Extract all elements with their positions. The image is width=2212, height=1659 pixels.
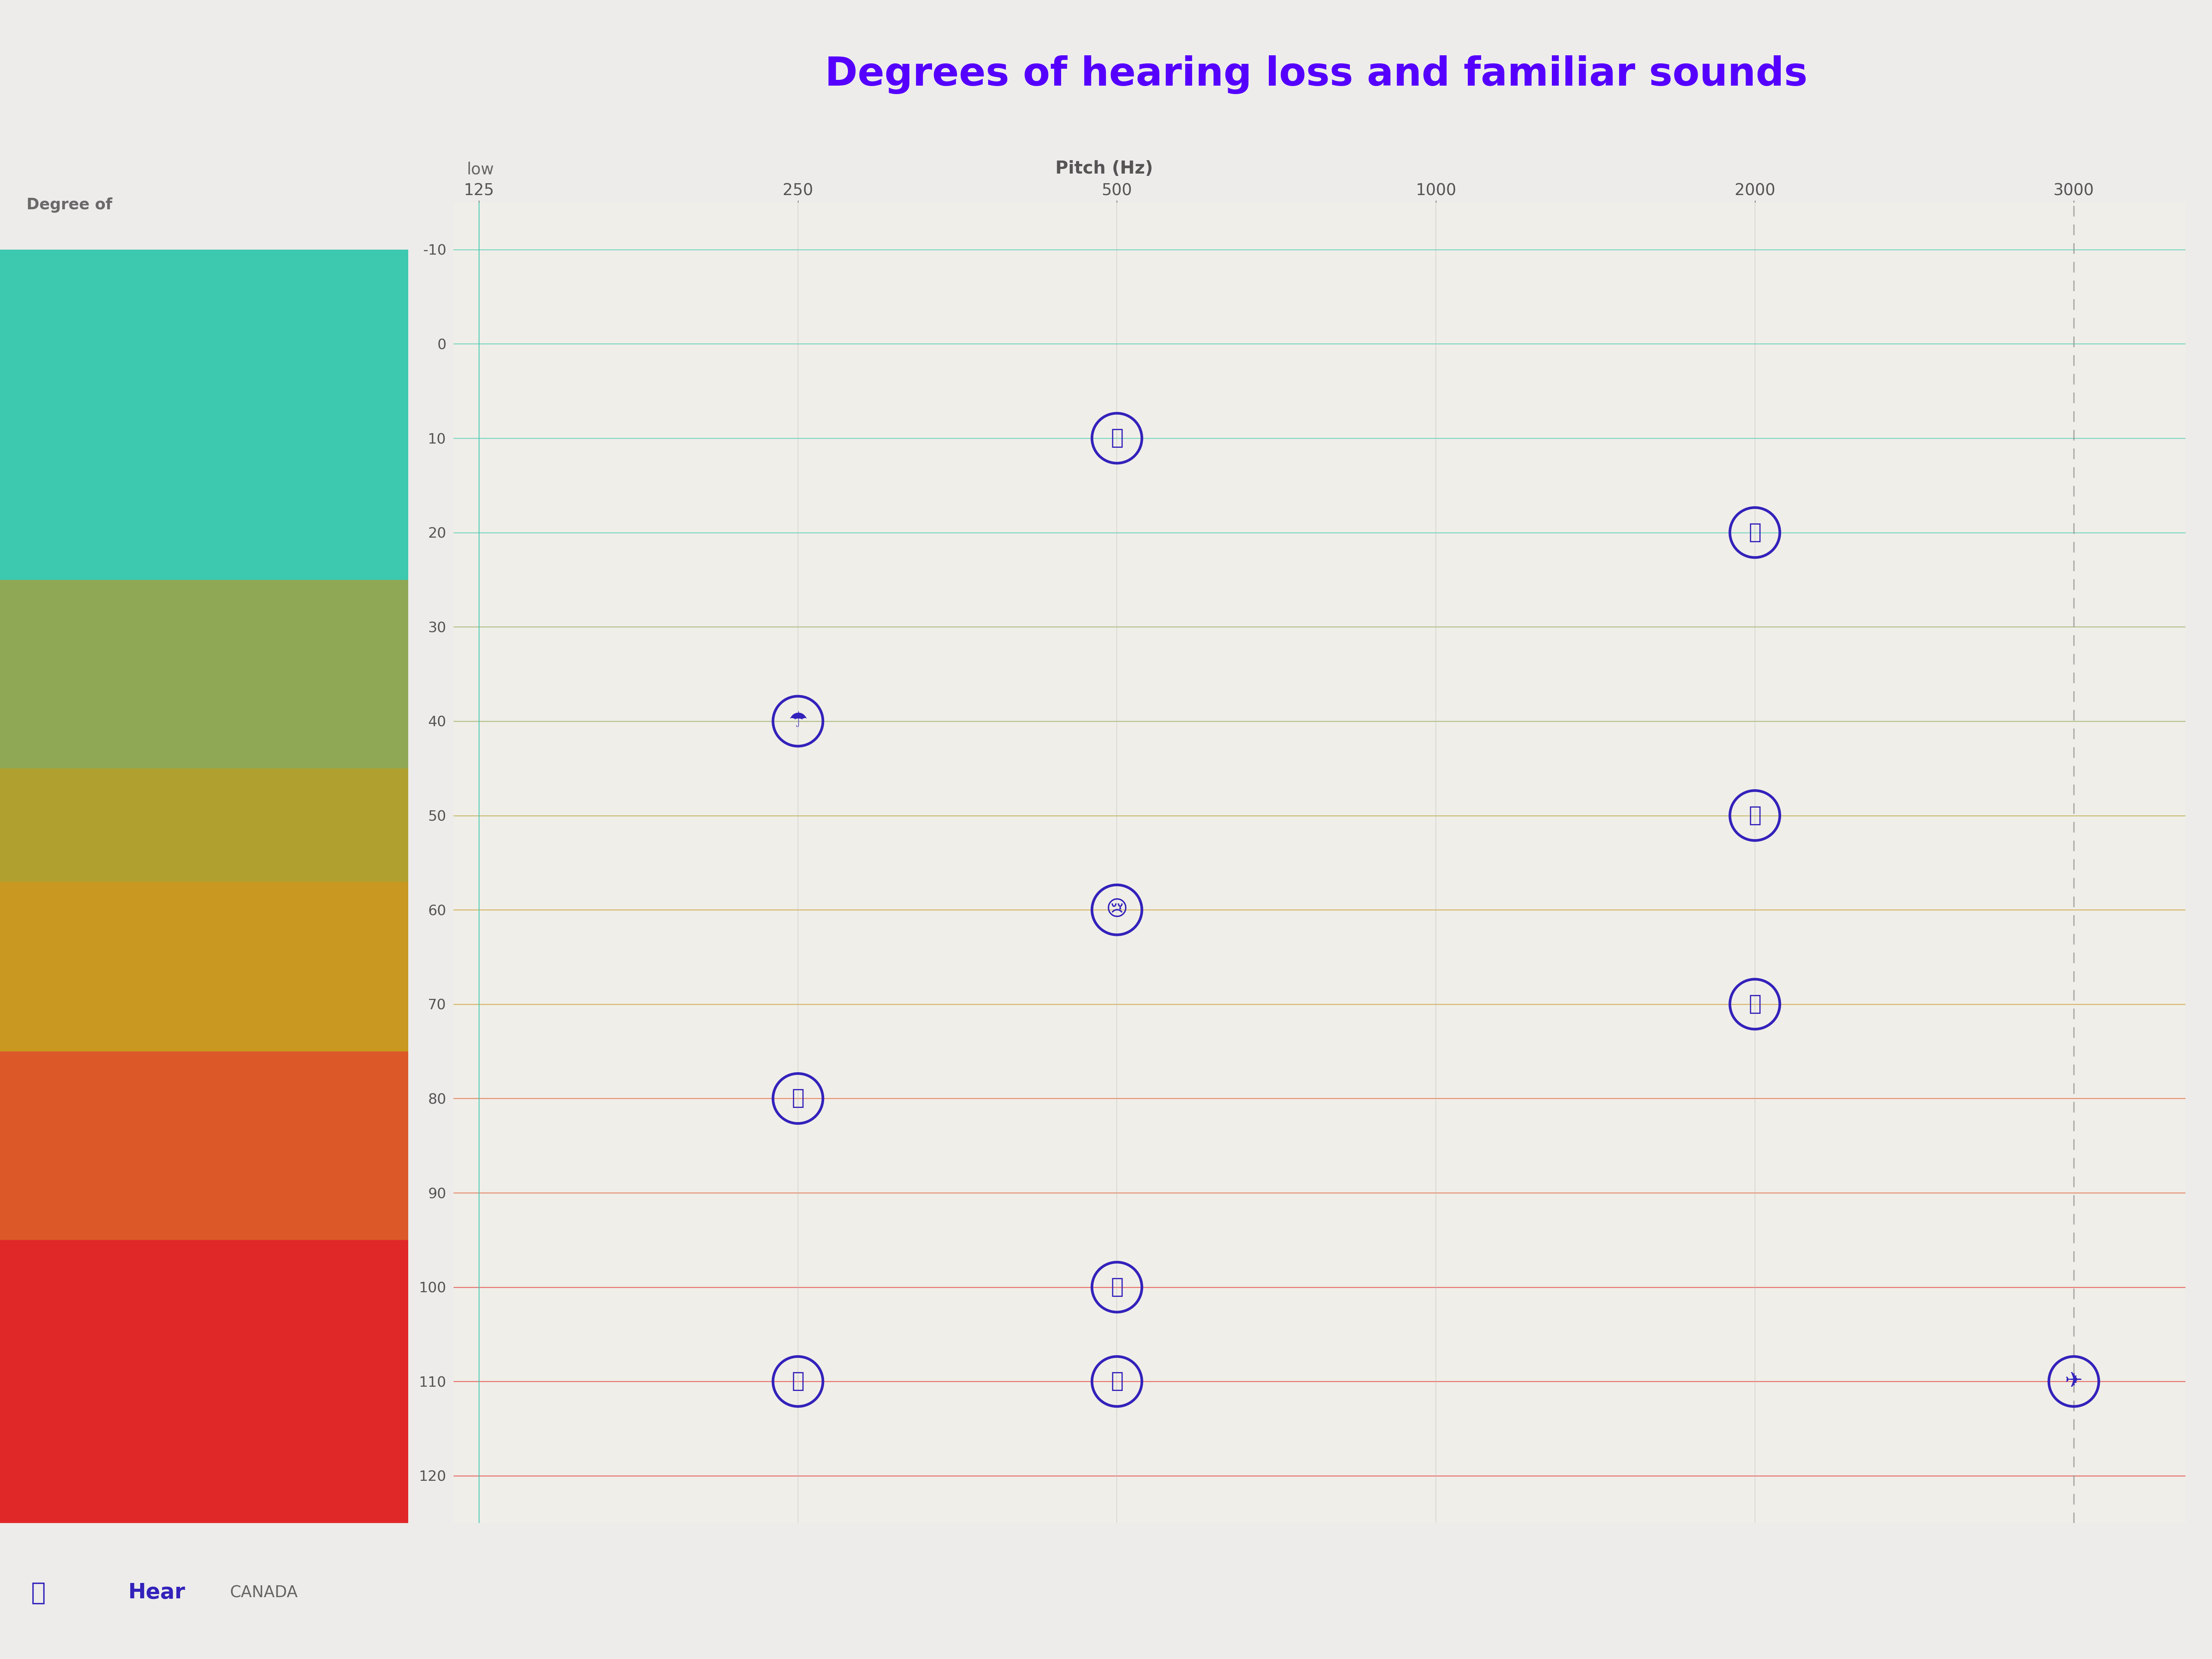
Text: 91+ dB HL: 91+ dB HL [27,1395,84,1407]
Text: ✈: ✈ [2064,1370,2084,1392]
Text: 🍃: 🍃 [1110,428,1124,448]
Text: PROFOUND: PROFOUND [27,1362,115,1375]
Text: Pitch (Hz): Pitch (Hz) [1055,161,1152,178]
Text: low: low [467,161,493,178]
Text: Degrees of hearing loss and familiar sounds: Degrees of hearing loss and familiar sou… [825,55,1807,95]
Text: ☂: ☂ [787,710,807,732]
Text: 💬: 💬 [1747,805,1761,826]
Text: 🔫: 🔫 [1110,1370,1124,1392]
Text: 🧸: 🧸 [31,1581,46,1604]
Text: 🐕: 🐕 [792,1088,805,1108]
Text: 26-40 dB HL: 26-40 dB HL [27,688,93,700]
Text: SEVERE: SEVERE [27,1126,86,1140]
Text: CANADA: CANADA [230,1584,299,1601]
Text: Hearing loss:: Hearing loss: [27,257,142,272]
Text: SEVERE: SEVERE [27,975,86,987]
Text: 41-55 dB HL: 41-55 dB HL [27,839,93,849]
Text: NORMAL: NORMAL [27,395,95,408]
Text: MILD: MILD [27,654,66,667]
Text: Hear: Hear [128,1583,186,1603]
Text: MODERATELY: MODERATELY [27,946,128,957]
Text: 0-25 dB HL: 0-25 dB HL [27,430,86,440]
Text: 🔨: 🔨 [792,1370,805,1392]
Text: 📞: 📞 [1747,994,1761,1015]
Text: 71-90 dB HL: 71-90 dB HL [27,1160,93,1171]
Text: 56-70 dB HL: 56-70 dB HL [27,1004,93,1015]
Text: 🗣: 🗣 [1747,523,1761,542]
Text: 🥁: 🥁 [1110,1277,1124,1297]
Text: Degree of: Degree of [27,197,113,212]
Text: MODERATE: MODERATE [27,805,113,818]
Text: 😢: 😢 [1106,899,1128,921]
